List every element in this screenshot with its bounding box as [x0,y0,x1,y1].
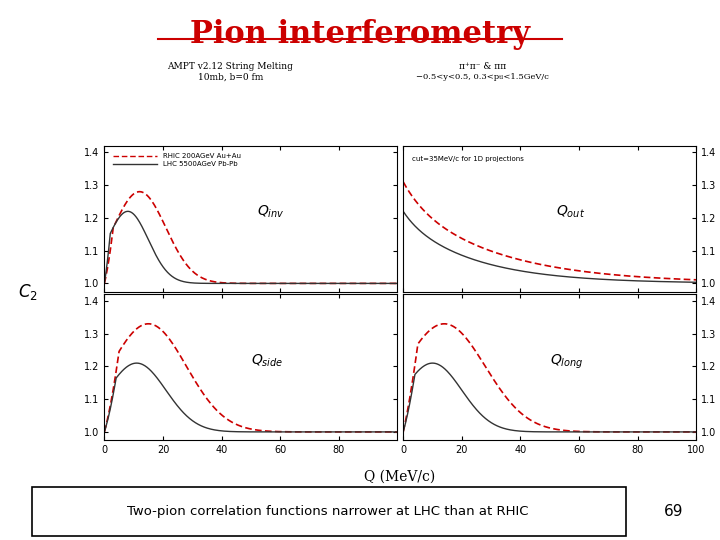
Text: −0.5<y<0.5, 0.3<pₜₗ<1.5GeV/c: −0.5<y<0.5, 0.3<pₜₗ<1.5GeV/c [416,73,549,81]
Text: 10mb, b=0 fm: 10mb, b=0 fm [198,73,263,82]
Text: AMPT v2.12 String Melting: AMPT v2.12 String Melting [168,62,293,71]
Text: $Q_{long}$: $Q_{long}$ [550,353,583,370]
Text: $Q_{out}$: $Q_{out}$ [556,204,585,220]
Text: π⁺π⁻ & ππ: π⁺π⁻ & ππ [459,62,506,71]
Text: RHIC 200AGeV Au+Au: RHIC 200AGeV Au+Au [163,153,241,159]
Text: LHC 5500AGeV Pb-Pb: LHC 5500AGeV Pb-Pb [163,161,238,167]
Text: cut=35MeV/c for 1D projections: cut=35MeV/c for 1D projections [412,156,524,162]
Text: $C_2$: $C_2$ [18,281,38,302]
Text: $Q_{side}$: $Q_{side}$ [251,352,284,369]
Text: $Q_{inv}$: $Q_{inv}$ [257,204,284,220]
Text: Pion interferometry: Pion interferometry [190,19,530,50]
Text: Q (MeV/c): Q (MeV/c) [364,470,435,484]
Text: Two-pion correlation functions narrower at LHC than at RHIC: Two-pion correlation functions narrower … [127,505,528,518]
Text: 69: 69 [663,504,683,519]
